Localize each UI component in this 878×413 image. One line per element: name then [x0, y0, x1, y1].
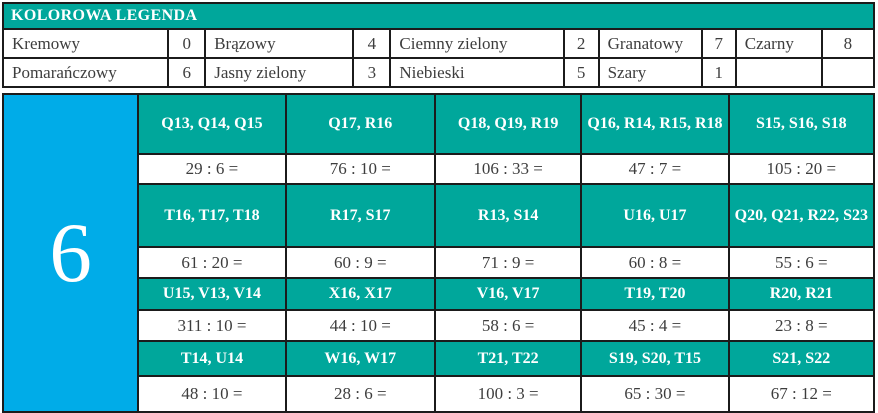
worksheet-row: 6 Q13, Q14, Q15 Q17, R16 Q18, Q19, R19 Q…: [1, 93, 876, 413]
legend-color-name: Brązowy: [204, 28, 355, 59]
target-cells-header: Q20, Q21, R22, S23: [727, 183, 876, 248]
target-cells-header: R20, R21: [727, 277, 876, 311]
group-number: 6: [1, 93, 140, 413]
legend-color-code: 8: [820, 28, 876, 59]
division-problem: 47 : 7 =: [580, 153, 730, 185]
target-cells-header: T21, T22: [433, 340, 583, 377]
legend-color-code: 5: [562, 57, 600, 88]
target-cells-header: T14, U14: [137, 340, 287, 377]
worksheet-row: 311 : 10 = 44 : 10 = 58 : 6 = 45 : 4 = 2…: [3, 309, 876, 342]
legend-color-code: 3: [352, 57, 392, 88]
division-problem: 67 : 12 =: [727, 375, 876, 413]
division-worksheet-table: 6 Q13, Q14, Q15 Q17, R16 Q18, Q19, R19 Q…: [1, 93, 876, 413]
target-cells-header: Q13, Q14, Q15: [137, 93, 287, 155]
division-problem: 29 : 6 =: [137, 153, 287, 185]
legend-title-row: KOLOROWA LEGENDA: [2, 2, 875, 30]
legend-color-code: 1: [700, 57, 737, 88]
target-cells-header: T19, T20: [580, 277, 730, 311]
division-problem: 65 : 30 =: [580, 375, 730, 413]
worksheet-row: 61 : 20 = 60 : 9 = 71 : 9 = 60 : 8 = 55 …: [3, 246, 876, 279]
legend-color-code: 2: [562, 28, 600, 59]
legend-color-name: Niebieski: [389, 57, 565, 88]
legend-color-code: 0: [167, 28, 207, 59]
target-cells-header: S21, S22: [727, 340, 876, 377]
legend-color-code: 6: [167, 57, 207, 88]
target-cells-header: W16, W17: [284, 340, 436, 377]
division-problem: 106 : 33 =: [433, 153, 583, 185]
legend-color-name: Ciemny zielony: [389, 28, 565, 59]
division-problem: 48 : 10 =: [137, 375, 287, 413]
target-cells-header: Q16, R14, R15, R18: [580, 93, 730, 155]
legend-row-2: Pomarańczowy 6 Jasny zielony 3 Niebieski…: [1, 57, 876, 88]
legend-color-code: 4: [352, 28, 392, 59]
division-problem: 100 : 3 =: [433, 375, 583, 413]
division-problem: 76 : 10 =: [284, 153, 436, 185]
division-problem: 61 : 20 =: [137, 246, 287, 279]
target-cells-header: V16, V17: [433, 277, 583, 311]
division-problem: 105 : 20 =: [727, 153, 876, 185]
target-cells-header: U16, U17: [580, 183, 730, 248]
worksheet-row: T14, U14 W16, W17 T21, T22 S19, S20, T15…: [3, 340, 876, 377]
target-cells-header: Q17, R16: [284, 93, 436, 155]
division-problem: 60 : 9 =: [284, 246, 436, 279]
worksheet-row: T16, T17, T18 R17, S17 R13, S14 U16, U17…: [3, 183, 876, 248]
target-cells-header: X16, X17: [284, 277, 436, 311]
color-legend-table: KOLOROWA LEGENDA Kremowy 0 Brązowy 4 Cie…: [1, 2, 876, 88]
legend-color-name: Szary: [597, 57, 703, 88]
legend-color-name: Jasny zielony: [204, 57, 355, 88]
worksheet-row: 48 : 10 = 28 : 6 = 100 : 3 = 65 : 30 = 6…: [3, 375, 876, 413]
target-cells-header: S15, S16, S18: [727, 93, 876, 155]
legend-color-name: Czarny: [734, 28, 823, 59]
division-problem: 71 : 9 =: [433, 246, 583, 279]
legend-color-name: Granatowy: [597, 28, 703, 59]
target-cells-header: U15, V13, V14: [137, 277, 287, 311]
division-problem: 58 : 6 =: [433, 309, 583, 342]
division-problem: 60 : 8 =: [580, 246, 730, 279]
division-problem: 45 : 4 =: [580, 309, 730, 342]
division-problem: 28 : 6 =: [284, 375, 436, 413]
legend-color-name: [734, 57, 823, 88]
legend-color-name: Pomarańczowy: [1, 57, 170, 88]
legend-color-code: 7: [700, 28, 737, 59]
target-cells-header: R13, S14: [433, 183, 583, 248]
division-problem: 55 : 6 =: [727, 246, 876, 279]
legend-color-name: Kremowy: [1, 28, 170, 59]
target-cells-header: R17, S17: [284, 183, 436, 248]
target-cells-header: T16, T17, T18: [137, 183, 287, 248]
worksheet-row: U15, V13, V14 X16, X17 V16, V17 T19, T20…: [3, 277, 876, 311]
legend-row-1: Kremowy 0 Brązowy 4 Ciemny zielony 2 Gra…: [1, 28, 876, 59]
legend-title: KOLOROWA LEGENDA: [2, 2, 875, 30]
division-problem: 44 : 10 =: [284, 309, 436, 342]
division-problem: 23 : 8 =: [727, 309, 876, 342]
legend-color-code: [820, 57, 876, 88]
target-cells-header: Q18, Q19, R19: [433, 93, 583, 155]
division-problem: 311 : 10 =: [137, 309, 287, 342]
worksheet-row: 29 : 6 = 76 : 10 = 106 : 33 = 47 : 7 = 1…: [3, 153, 876, 185]
target-cells-header: S19, S20, T15: [580, 340, 730, 377]
